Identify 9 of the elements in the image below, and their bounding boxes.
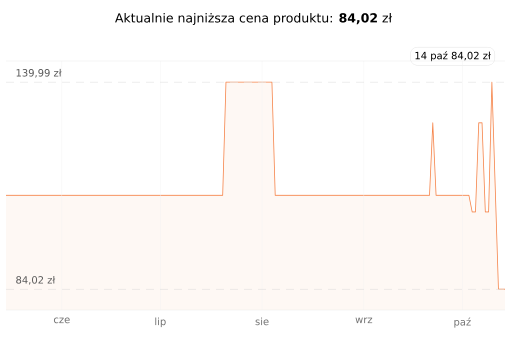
y-tick-label: 139,99 zł [16, 68, 62, 78]
x-tick-label: lip [155, 318, 166, 328]
x-tick-label: wrz [356, 318, 372, 324]
x-tick-label: cze [54, 318, 70, 324]
chart-title: Aktualnie najniższa cena produktu: 84,02 zł [115, 12, 392, 26]
y-tick-label: 84,02 zł [16, 276, 56, 285]
x-tick-label: sie [256, 318, 269, 326]
x-tick-label: paź [454, 318, 471, 328]
annotation: 14 paź 84,02 zł [415, 51, 491, 62]
